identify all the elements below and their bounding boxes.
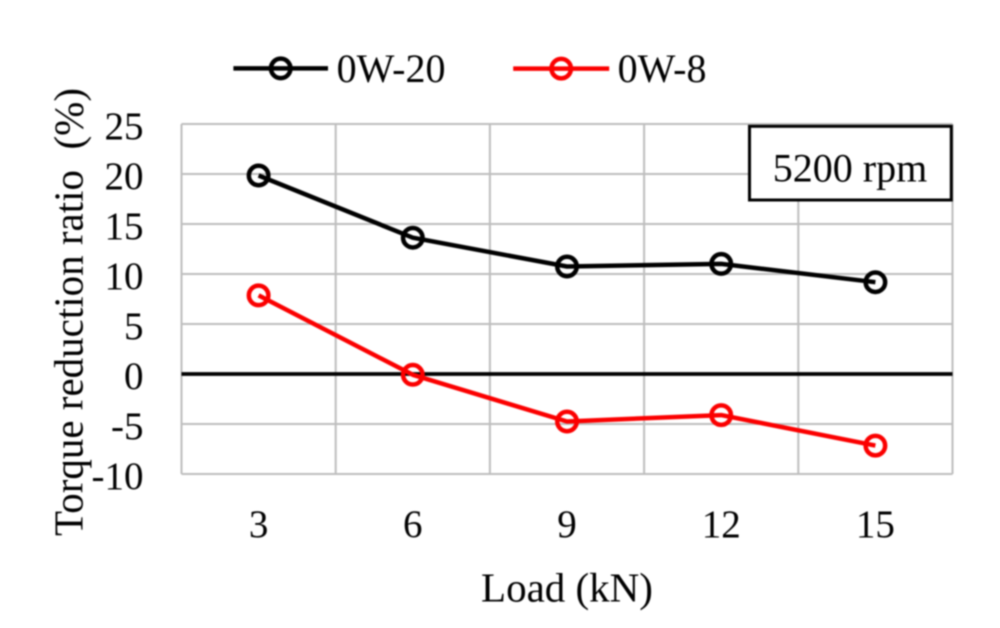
svg-text:12: 12 bbox=[702, 503, 741, 546]
svg-text:Load (kN): Load (kN) bbox=[481, 565, 653, 611]
svg-text:9: 9 bbox=[557, 503, 577, 546]
svg-text:15: 15 bbox=[105, 205, 144, 248]
svg-text:15: 15 bbox=[856, 503, 895, 546]
svg-text:-10: -10 bbox=[92, 455, 144, 498]
svg-text:5: 5 bbox=[124, 305, 144, 348]
svg-text:5200 rpm: 5200 rpm bbox=[773, 145, 927, 190]
svg-text:Torque reduction ratio (%): Torque reduction ratio (%) bbox=[46, 88, 92, 536]
svg-text:6: 6 bbox=[403, 503, 423, 546]
svg-text:0W-8: 0W-8 bbox=[618, 46, 707, 91]
svg-text:0: 0 bbox=[124, 355, 144, 398]
svg-text:3: 3 bbox=[249, 503, 269, 546]
svg-text:10: 10 bbox=[105, 255, 144, 298]
svg-text:25: 25 bbox=[105, 105, 144, 148]
svg-text:0W-20: 0W-20 bbox=[337, 46, 446, 91]
svg-text:-5: -5 bbox=[111, 405, 144, 448]
svg-text:20: 20 bbox=[105, 155, 144, 198]
